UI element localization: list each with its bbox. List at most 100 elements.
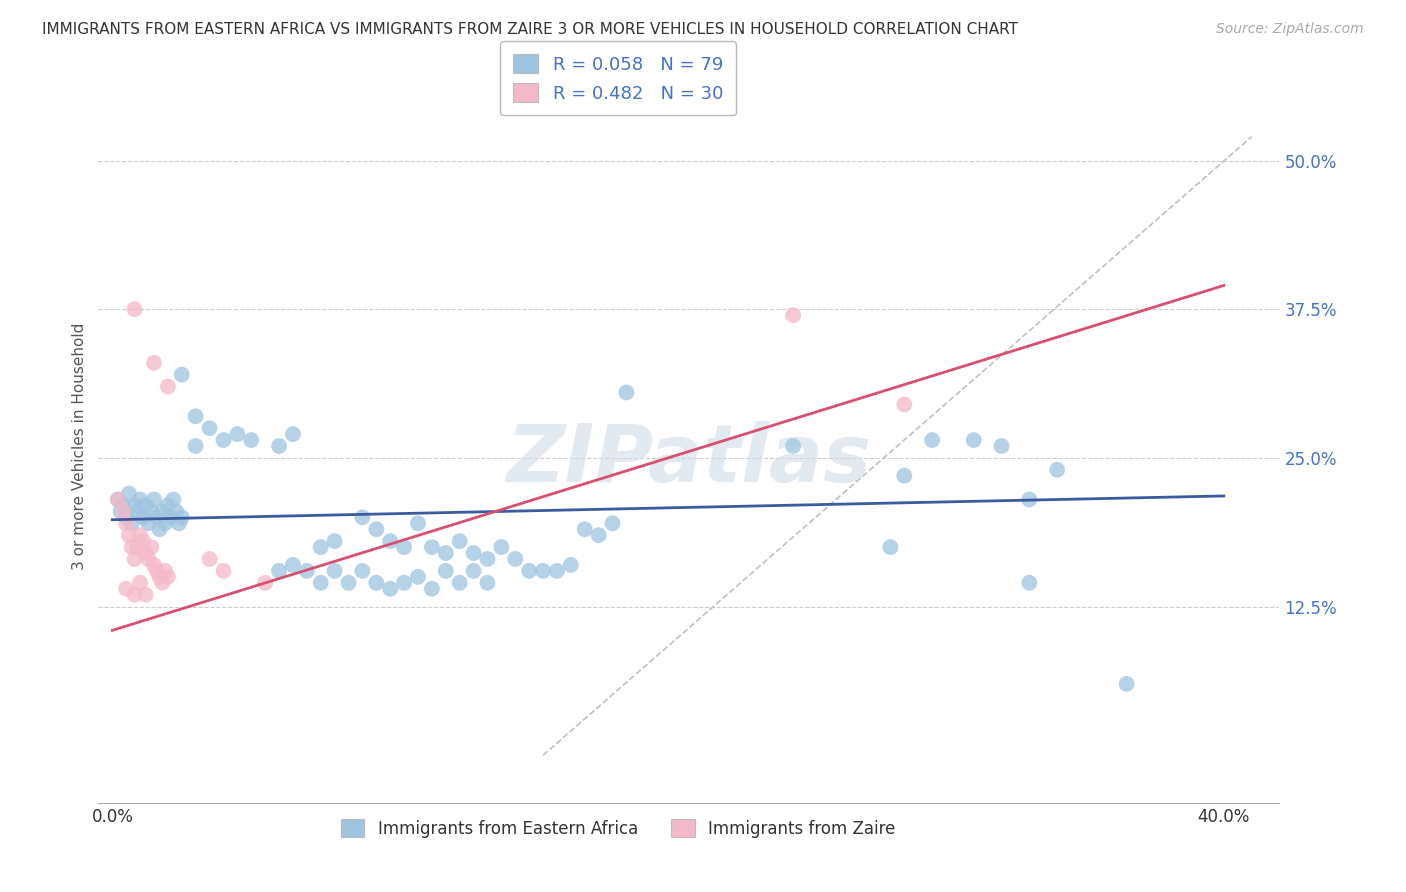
Point	[893, 397, 915, 411]
Point	[167, 516, 190, 531]
Point	[477, 552, 499, 566]
Point	[267, 564, 290, 578]
Point	[184, 409, 207, 424]
Point	[546, 564, 568, 578]
Point	[517, 564, 540, 578]
Point	[449, 575, 471, 590]
Point	[1018, 575, 1040, 590]
Point	[963, 433, 986, 447]
Point	[170, 510, 193, 524]
Point	[112, 499, 135, 513]
Point	[254, 575, 277, 590]
Text: IMMIGRANTS FROM EASTERN AFRICA VS IMMIGRANTS FROM ZAIRE 3 OR MORE VEHICLES IN HO: IMMIGRANTS FROM EASTERN AFRICA VS IMMIGR…	[42, 22, 1018, 37]
Point	[127, 504, 149, 518]
Point	[463, 546, 485, 560]
Point	[240, 433, 263, 447]
Point	[616, 385, 638, 400]
Point	[1046, 463, 1069, 477]
Point	[352, 564, 374, 578]
Point	[121, 516, 143, 531]
Point	[124, 499, 146, 513]
Point	[129, 528, 152, 542]
Point	[392, 575, 415, 590]
Point	[141, 540, 163, 554]
Point	[156, 499, 179, 513]
Point	[156, 379, 179, 393]
Point	[143, 492, 166, 507]
Point	[138, 516, 160, 531]
Point	[170, 368, 193, 382]
Point	[337, 575, 360, 590]
Point	[921, 433, 943, 447]
Point	[323, 534, 346, 549]
Point	[434, 564, 457, 578]
Point	[118, 486, 141, 500]
Point	[107, 492, 129, 507]
Point	[1115, 677, 1137, 691]
Point	[121, 540, 143, 554]
Point	[135, 546, 157, 560]
Point	[879, 540, 901, 554]
Point	[146, 564, 169, 578]
Point	[165, 504, 187, 518]
Point	[198, 421, 221, 435]
Point	[309, 540, 332, 554]
Point	[226, 427, 249, 442]
Point	[135, 499, 157, 513]
Point	[153, 564, 176, 578]
Legend: Immigrants from Eastern Africa, Immigrants from Zaire: Immigrants from Eastern Africa, Immigran…	[335, 813, 901, 845]
Y-axis label: 3 or more Vehicles in Household: 3 or more Vehicles in Household	[72, 322, 87, 570]
Point	[150, 504, 173, 518]
Point	[143, 356, 166, 370]
Point	[212, 433, 235, 447]
Point	[380, 534, 402, 549]
Point	[281, 427, 304, 442]
Point	[420, 540, 443, 554]
Point	[115, 516, 138, 531]
Point	[295, 564, 318, 578]
Point	[156, 570, 179, 584]
Point	[124, 302, 146, 317]
Point	[132, 534, 155, 549]
Point	[115, 510, 138, 524]
Point	[112, 504, 135, 518]
Point	[107, 492, 129, 507]
Point	[406, 570, 429, 584]
Point	[782, 308, 804, 322]
Point	[281, 558, 304, 572]
Text: ZIPatlas: ZIPatlas	[506, 421, 872, 500]
Point	[434, 546, 457, 560]
Point	[212, 564, 235, 578]
Point	[366, 575, 388, 590]
Point	[352, 510, 374, 524]
Point	[159, 510, 181, 524]
Point	[138, 552, 160, 566]
Point	[141, 504, 163, 518]
Point	[127, 540, 149, 554]
Point	[574, 522, 596, 536]
Point	[491, 540, 513, 554]
Point	[129, 575, 152, 590]
Text: Source: ZipAtlas.com: Source: ZipAtlas.com	[1216, 22, 1364, 37]
Point	[420, 582, 443, 596]
Point	[150, 575, 173, 590]
Point	[115, 582, 138, 596]
Point	[449, 534, 471, 549]
Point	[146, 510, 169, 524]
Point	[124, 552, 146, 566]
Point	[148, 522, 170, 536]
Point	[531, 564, 554, 578]
Point	[463, 564, 485, 578]
Point	[184, 439, 207, 453]
Point	[309, 575, 332, 590]
Point	[118, 528, 141, 542]
Point	[132, 510, 155, 524]
Point	[124, 588, 146, 602]
Point	[148, 570, 170, 584]
Point	[392, 540, 415, 554]
Point	[503, 552, 526, 566]
Point	[198, 552, 221, 566]
Point	[323, 564, 346, 578]
Point	[1018, 492, 1040, 507]
Point	[406, 516, 429, 531]
